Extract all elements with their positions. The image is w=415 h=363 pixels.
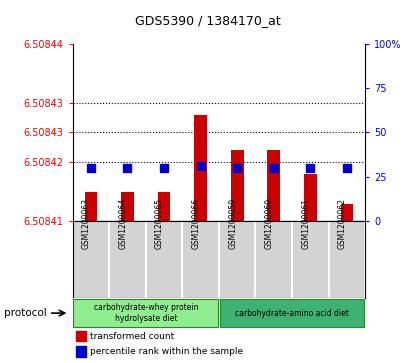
Text: percentile rank within the sample: percentile rank within the sample [90,347,243,356]
Bar [158,192,171,221]
Bar [231,150,244,221]
Bar [73,299,218,327]
Text: GSM1200060: GSM1200060 [265,198,274,249]
Point [88,165,94,171]
Point [234,165,241,171]
Point [197,163,204,169]
Bar [85,192,97,221]
Text: GSM1200061: GSM1200061 [301,198,310,249]
Text: transformed count: transformed count [90,332,174,341]
Bar [76,331,86,342]
Point [161,165,167,171]
Text: carbohydrate-amino acid diet: carbohydrate-amino acid diet [235,309,349,318]
Text: GSM1200063: GSM1200063 [82,198,91,249]
Bar [220,299,364,327]
Bar [76,346,86,357]
Point [307,165,314,171]
Text: protocol: protocol [4,308,47,318]
Bar [121,192,134,221]
Point [344,165,350,171]
Bar [194,115,207,221]
Text: GDS5390 / 1384170_at: GDS5390 / 1384170_at [134,15,281,28]
Text: GSM1200064: GSM1200064 [119,198,127,249]
Bar [267,150,280,221]
Text: GSM1200062: GSM1200062 [338,198,347,249]
Text: GSM1200066: GSM1200066 [192,198,200,249]
Bar [341,204,353,221]
Text: carbohydrate-whey protein
hydrolysate diet: carbohydrate-whey protein hydrolysate di… [93,303,198,323]
Bar [304,174,317,221]
Point [271,165,277,171]
Text: GSM1200065: GSM1200065 [155,198,164,249]
Point [124,165,131,171]
Text: GSM1200059: GSM1200059 [228,198,237,249]
